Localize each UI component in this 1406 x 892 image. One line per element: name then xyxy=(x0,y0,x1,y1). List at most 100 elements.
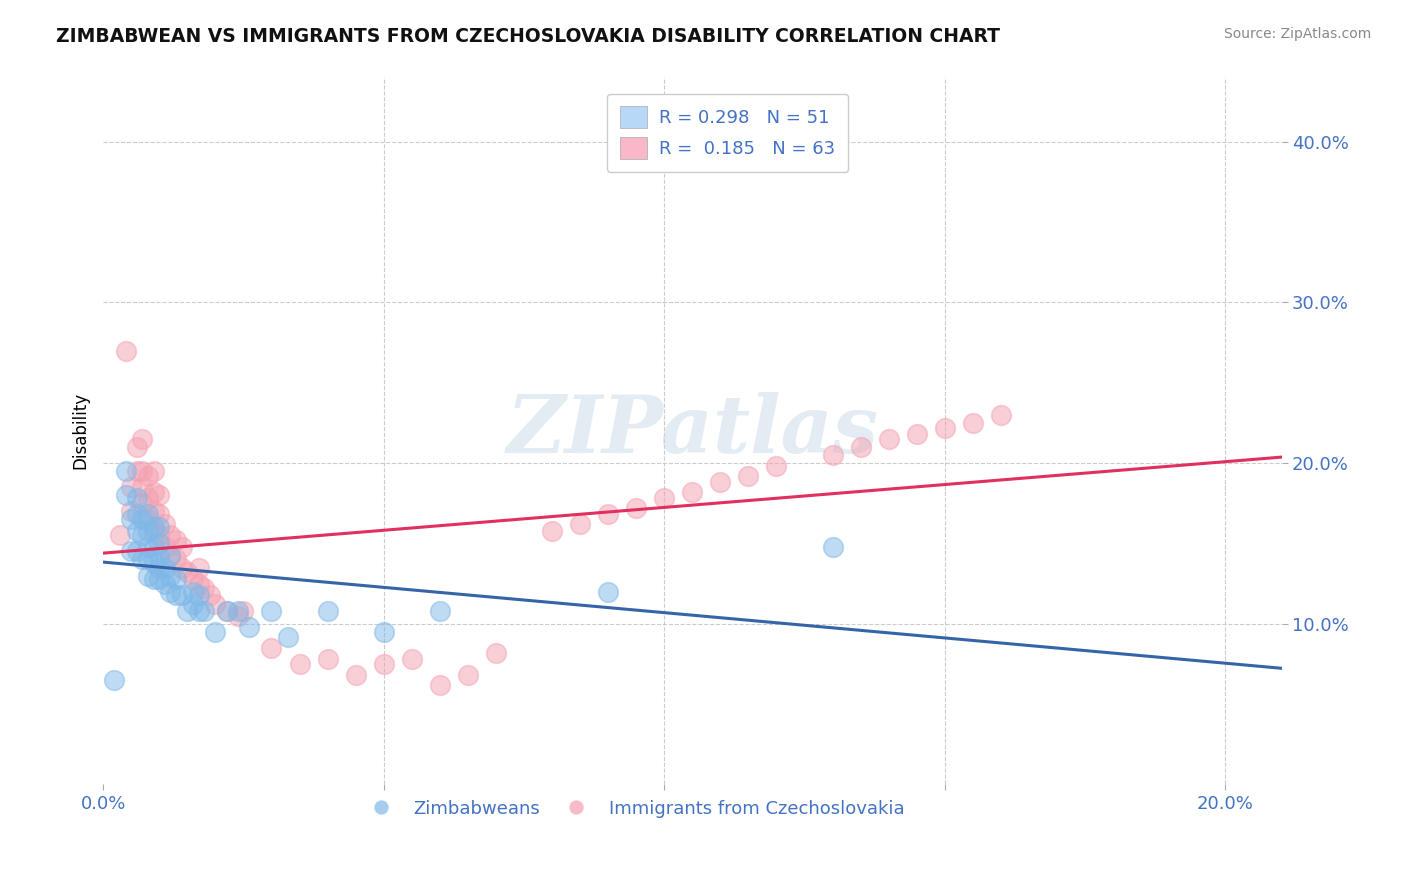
Point xyxy=(148,520,170,534)
Point xyxy=(226,604,249,618)
Point xyxy=(153,517,176,532)
Point xyxy=(165,572,187,586)
Point xyxy=(159,549,181,564)
Point xyxy=(159,568,181,582)
Point xyxy=(709,475,731,490)
Point xyxy=(905,427,928,442)
Point xyxy=(373,657,395,671)
Point xyxy=(120,504,142,518)
Point xyxy=(260,604,283,618)
Point xyxy=(877,432,900,446)
Point xyxy=(142,572,165,586)
Point xyxy=(541,524,564,538)
Point xyxy=(114,343,136,358)
Point xyxy=(136,540,159,554)
Point xyxy=(131,496,153,510)
Point xyxy=(187,604,209,618)
Point xyxy=(125,524,148,538)
Point xyxy=(485,646,508,660)
Point xyxy=(136,469,159,483)
Point xyxy=(125,544,148,558)
Point xyxy=(131,480,153,494)
Point xyxy=(142,485,165,500)
Point xyxy=(181,584,204,599)
Text: Source: ZipAtlas.com: Source: ZipAtlas.com xyxy=(1223,27,1371,41)
Point xyxy=(131,464,153,478)
Point xyxy=(131,552,153,566)
Point xyxy=(990,408,1012,422)
Point xyxy=(136,508,159,522)
Text: ZIMBABWEAN VS IMMIGRANTS FROM CZECHOSLOVAKIA DISABILITY CORRELATION CHART: ZIMBABWEAN VS IMMIGRANTS FROM CZECHOSLOV… xyxy=(56,27,1000,45)
Point xyxy=(148,572,170,586)
Point xyxy=(624,501,647,516)
Point xyxy=(125,491,148,506)
Point xyxy=(165,588,187,602)
Point xyxy=(131,512,153,526)
Point xyxy=(153,560,176,574)
Point xyxy=(114,488,136,502)
Point xyxy=(120,544,142,558)
Point xyxy=(204,624,226,639)
Point xyxy=(108,528,131,542)
Point xyxy=(125,464,148,478)
Point xyxy=(849,440,872,454)
Point xyxy=(821,448,844,462)
Point xyxy=(187,560,209,574)
Point xyxy=(148,488,170,502)
Point xyxy=(260,640,283,655)
Point xyxy=(401,652,423,666)
Point xyxy=(204,598,226,612)
Point xyxy=(288,657,311,671)
Point xyxy=(125,440,148,454)
Point xyxy=(142,504,165,518)
Point xyxy=(148,528,170,542)
Point xyxy=(962,416,984,430)
Point xyxy=(120,480,142,494)
Point xyxy=(153,576,176,591)
Point xyxy=(316,652,339,666)
Point xyxy=(765,459,787,474)
Point xyxy=(136,552,159,566)
Point xyxy=(148,536,170,550)
Point xyxy=(148,560,170,574)
Point xyxy=(215,604,238,618)
Point xyxy=(136,512,159,526)
Point xyxy=(159,549,181,564)
Point xyxy=(598,584,620,599)
Point xyxy=(136,524,159,538)
Point xyxy=(821,540,844,554)
Point xyxy=(131,432,153,446)
Point xyxy=(277,630,299,644)
Point xyxy=(142,520,165,534)
Point xyxy=(165,533,187,548)
Point xyxy=(136,491,159,506)
Point xyxy=(125,508,148,522)
Point xyxy=(215,604,238,618)
Point xyxy=(652,491,675,506)
Point xyxy=(737,469,759,483)
Point xyxy=(934,421,956,435)
Point xyxy=(142,524,165,538)
Point xyxy=(316,604,339,618)
Point xyxy=(569,517,592,532)
Point xyxy=(165,552,187,566)
Point xyxy=(226,608,249,623)
Point xyxy=(159,528,181,542)
Point xyxy=(159,584,181,599)
Point xyxy=(429,678,451,692)
Legend: Zimbabweans, Immigrants from Czechoslovakia: Zimbabweans, Immigrants from Czechoslova… xyxy=(356,792,911,825)
Y-axis label: Disability: Disability xyxy=(72,392,89,469)
Point xyxy=(103,673,125,687)
Point xyxy=(114,464,136,478)
Point xyxy=(193,582,215,596)
Point xyxy=(193,604,215,618)
Point xyxy=(131,528,153,542)
Point xyxy=(598,508,620,522)
Point xyxy=(142,540,165,554)
Point xyxy=(457,668,479,682)
Point xyxy=(373,624,395,639)
Point xyxy=(176,604,198,618)
Point xyxy=(238,620,260,634)
Point xyxy=(181,598,204,612)
Point xyxy=(170,560,193,574)
